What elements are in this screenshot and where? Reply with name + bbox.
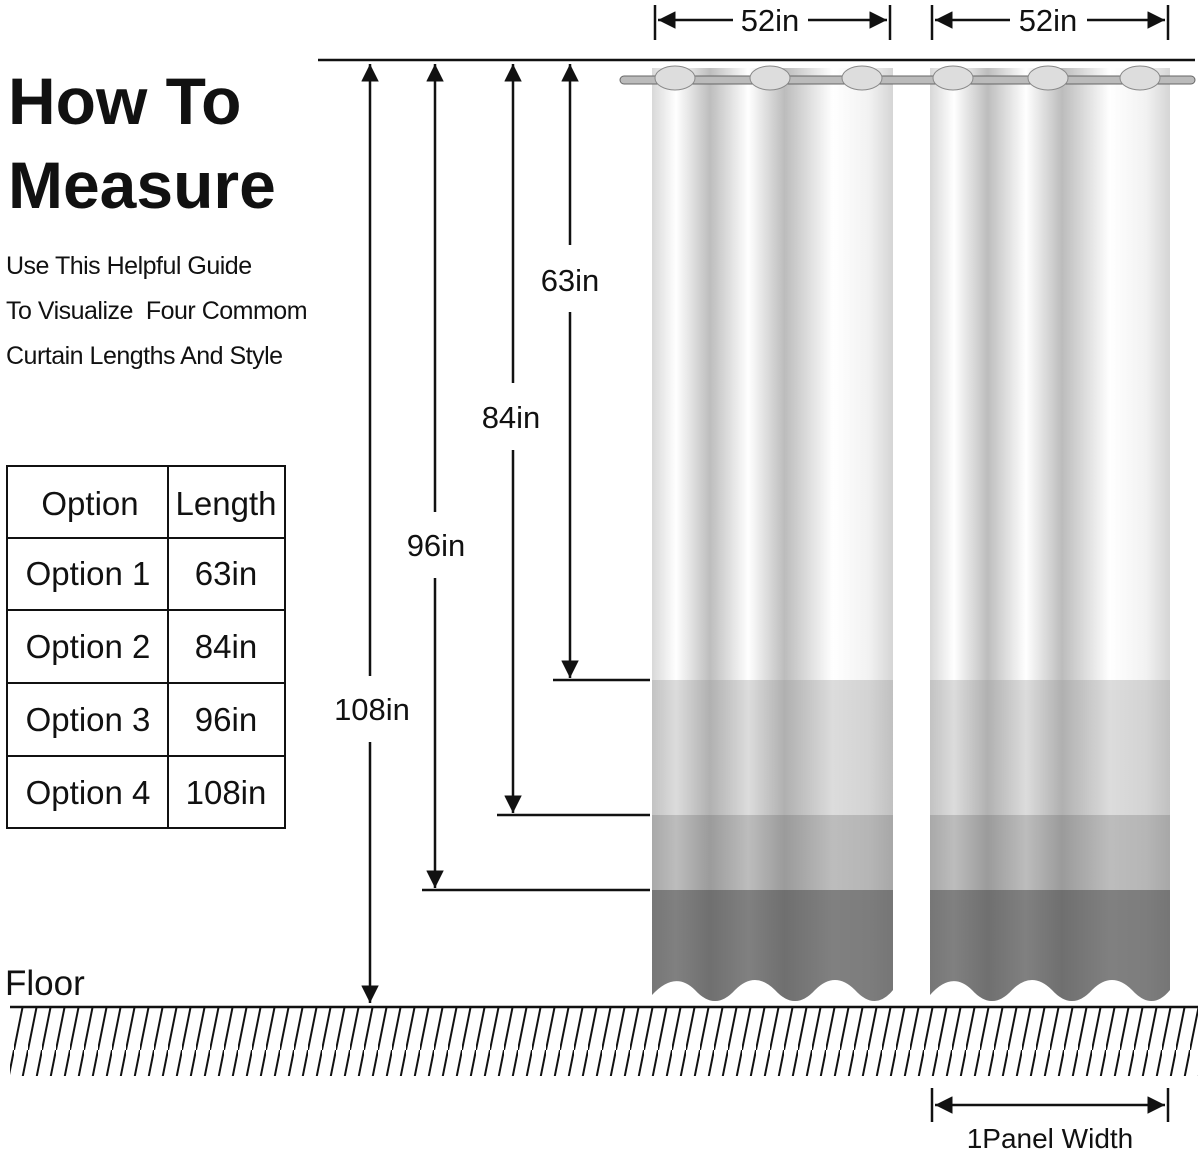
panel-band: [930, 890, 1170, 1001]
curtain-rod: [619, 75, 1196, 85]
length-label: 96in: [407, 528, 466, 563]
grommet: [1027, 65, 1069, 91]
length-label: 108in: [334, 692, 410, 727]
curtain-panel: [652, 68, 893, 1001]
subtitle-line: To Visualize Four Commom: [6, 297, 307, 325]
table-border: [6, 465, 286, 829]
length-label: 63in: [541, 263, 600, 298]
panel-band: [652, 815, 893, 890]
grommet: [1119, 65, 1161, 91]
panel-fabric: [930, 68, 1170, 1001]
panel-band: [930, 680, 1170, 815]
table-cell: 96in: [195, 701, 257, 738]
table-header: Length: [176, 485, 277, 522]
title-line: Measure: [8, 148, 276, 222]
table-cell: 108in: [186, 774, 267, 811]
table-cell: 84in: [195, 628, 257, 665]
grommet: [749, 65, 791, 91]
table-cell: Option 2: [26, 628, 151, 665]
subtitle-line: Curtain Lengths And Style: [6, 342, 283, 370]
width-label: 52in: [1019, 3, 1078, 38]
options-table: Option Length Option 1 63in Option 2 84i…: [6, 465, 286, 829]
table-cell: 63in: [195, 555, 257, 592]
panel-band: [652, 680, 893, 815]
subtitle-line: Use This Helpful Guide: [6, 252, 252, 280]
curtain-panel: [930, 68, 1170, 1001]
table-cell: Option 4: [26, 774, 151, 811]
floor-label: Floor: [5, 964, 85, 1003]
floor-hatch: [10, 1008, 1198, 1076]
grommet: [654, 65, 696, 91]
table-cell: Option 3: [26, 701, 151, 738]
panel-band: [930, 815, 1170, 890]
panel-width-label: 1Panel Width: [967, 1123, 1134, 1152]
length-label: 84in: [482, 400, 541, 435]
curtains: [619, 65, 1196, 1001]
table-cell: Option 1: [26, 555, 151, 592]
panel-fabric: [652, 68, 893, 1001]
table-header: Option: [41, 485, 138, 522]
grommet: [932, 65, 974, 91]
grommet: [841, 65, 883, 91]
panel-band: [652, 890, 893, 1001]
width-label: 52in: [741, 3, 800, 38]
title-line: How To: [8, 64, 241, 138]
